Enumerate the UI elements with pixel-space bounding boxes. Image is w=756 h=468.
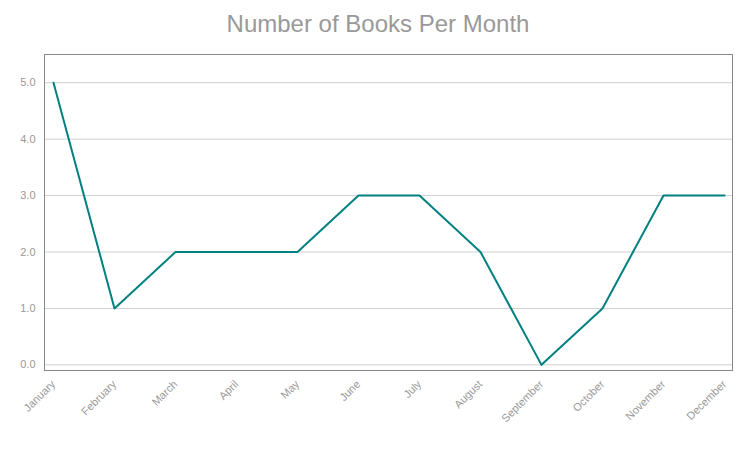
svg-text:May: May — [278, 377, 302, 401]
svg-text:June: June — [337, 378, 362, 403]
svg-text:January: January — [21, 377, 58, 414]
svg-text:November: November — [623, 378, 668, 423]
svg-text:3.0: 3.0 — [20, 189, 35, 201]
svg-text:December: December — [684, 378, 729, 423]
svg-text:April: April — [216, 378, 240, 402]
svg-text:0.0: 0.0 — [20, 358, 35, 370]
svg-text:July: July — [401, 377, 424, 400]
svg-text:5.0: 5.0 — [20, 76, 35, 88]
svg-text:March: March — [149, 378, 179, 408]
svg-text:August: August — [452, 378, 485, 411]
svg-text:4.0: 4.0 — [20, 133, 35, 145]
svg-text:September: September — [499, 378, 546, 425]
svg-text:2.0: 2.0 — [20, 246, 35, 258]
svg-text:1.0: 1.0 — [20, 302, 35, 314]
svg-text:February: February — [79, 377, 119, 417]
html-text:Number of Books Per Month: Number of Books Per Month — [226, 10, 530, 37]
svg-text:October: October — [570, 378, 606, 414]
